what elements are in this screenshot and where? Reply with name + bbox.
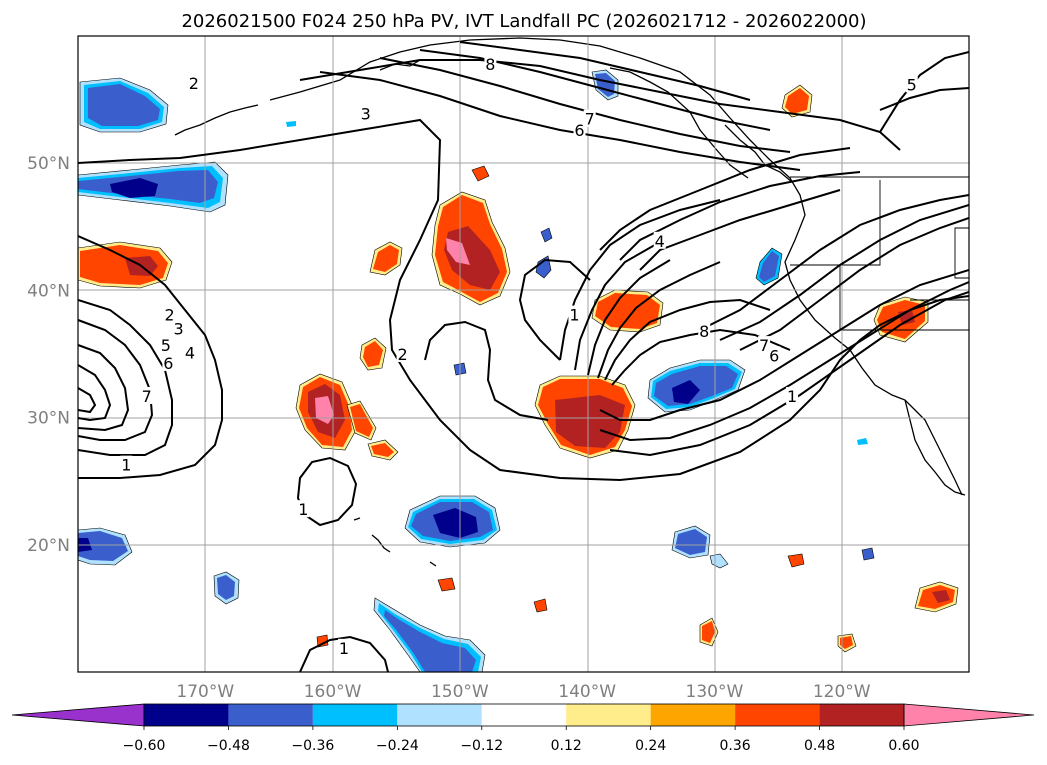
contour-label-bg xyxy=(768,346,781,364)
contour-label-bg xyxy=(583,109,596,127)
colorbar-tick-label: 0.48 xyxy=(804,738,835,754)
contour-label: 5 xyxy=(907,75,917,94)
contour-label-bg xyxy=(163,305,176,323)
colorbar-tick-label: 0.36 xyxy=(720,738,751,754)
contour-label: 6 xyxy=(163,354,173,373)
colorbar-tick-label: −0.48 xyxy=(207,738,250,754)
contour-label: 8 xyxy=(485,55,495,74)
contour-label: 5 xyxy=(161,336,171,355)
colorbar-swatch xyxy=(144,704,229,726)
contour-label: 2 xyxy=(397,345,407,364)
shade-positive-c30 xyxy=(534,375,636,459)
contour-label-bg xyxy=(698,322,711,340)
contour-label: 1 xyxy=(787,387,797,406)
shade-positive-w30 xyxy=(295,373,357,451)
shade-negative-e33 xyxy=(647,359,746,413)
y-tick-label: 20°N xyxy=(27,536,70,556)
shade-negative-nw xyxy=(79,77,169,133)
contour-label: 2 xyxy=(165,306,175,325)
contour-label: 1 xyxy=(339,639,349,658)
colorbar-tick-label: −0.60 xyxy=(123,738,166,754)
contour-label: 2 xyxy=(189,74,199,93)
colorbar-swatch xyxy=(650,704,736,726)
map-frame xyxy=(77,35,970,673)
colorbar-frame xyxy=(143,703,905,727)
colorbar-tick-label: 0.24 xyxy=(635,738,666,754)
x-tick-label: 160°W xyxy=(304,682,362,702)
contour-label-bg xyxy=(184,343,197,361)
contour-label-bg xyxy=(573,121,586,139)
colorbar-swatch xyxy=(819,704,904,726)
contour-label-bg xyxy=(396,345,409,362)
y-axis-ticks: 20°N 30°N 40°N 50°N xyxy=(27,154,70,556)
contour-label-bg xyxy=(162,353,175,371)
contour-label: 4 xyxy=(185,344,195,363)
shade-negative-s13 xyxy=(373,597,486,672)
contour-label: 3 xyxy=(361,105,371,124)
contour-label: 7 xyxy=(759,336,769,355)
contour-label: 7 xyxy=(142,387,152,406)
colorbar-swatch xyxy=(566,704,651,726)
contour-label: 1 xyxy=(298,500,308,519)
x-tick-label: 170°W xyxy=(176,682,234,702)
contour-label: 6 xyxy=(769,346,779,365)
graticule xyxy=(78,36,969,672)
contour-label-bg xyxy=(484,54,497,72)
contour-label: 7 xyxy=(585,110,595,129)
figure-title: 2026021500 F024 250 hPa PV, IVT Landfall… xyxy=(181,11,866,32)
shade-positive-w43 xyxy=(78,241,173,289)
contour-label-bg xyxy=(338,638,351,656)
contour-label-bg xyxy=(187,74,200,92)
contour-label-bg xyxy=(359,104,372,122)
colorbar-extend-high xyxy=(903,703,1035,727)
contour-label-bg xyxy=(653,231,666,249)
shade-negative-w50 xyxy=(78,161,229,213)
colorbar-extend-low xyxy=(11,703,145,727)
x-tick-label: 130°W xyxy=(686,682,744,702)
x-tick-label: 140°W xyxy=(558,682,616,702)
colorbar-swatch xyxy=(481,704,567,726)
y-tick-label: 40°N xyxy=(27,281,70,301)
colorbar-swatch xyxy=(228,704,313,726)
colorbar: −0.60 −0.48 −0.36 −0.24 −0.12 0.12 0.24 0.36 0.4… xyxy=(11,703,1035,754)
colorbar-swatch xyxy=(397,704,482,726)
x-tick-label: 150°W xyxy=(431,682,489,702)
shade-negative-c22 xyxy=(404,495,501,548)
contour-label-bg xyxy=(568,305,581,323)
contour-label: 1 xyxy=(569,306,579,325)
colorbar-tick-label: 0.60 xyxy=(888,738,919,754)
contour-label-bg xyxy=(905,75,918,93)
x-axis-ticks: 170°W 160°W 150°W 140°W 130°W 120°W xyxy=(176,682,870,702)
contour-label-bg xyxy=(758,336,771,354)
contour-label-bg xyxy=(120,455,133,473)
contour-label: 4 xyxy=(655,232,665,251)
colorbar-swatch xyxy=(735,704,820,726)
colorbar-tick-label: −0.24 xyxy=(376,738,419,754)
contour-label: 3 xyxy=(173,320,183,339)
contour-label-bg xyxy=(172,319,185,337)
contour-label-bg xyxy=(297,500,310,518)
colorbar-tick-label: 0.12 xyxy=(551,738,582,754)
shade-positive-c42 xyxy=(431,191,511,306)
y-tick-label: 30°N xyxy=(27,409,70,429)
contour-label: 8 xyxy=(699,322,709,341)
contour-label: 6 xyxy=(574,121,584,140)
contour-label-bg xyxy=(159,336,172,354)
pv-contours xyxy=(78,41,969,672)
colorbar-tick-label: −0.36 xyxy=(291,738,334,754)
contour-label: 1 xyxy=(121,456,131,475)
y-tick-label: 50°N xyxy=(27,154,70,174)
contour-label-bg xyxy=(140,386,153,404)
contour-label-bg xyxy=(786,386,799,404)
x-tick-label: 120°W xyxy=(813,682,871,702)
colorbar-tick-label: −0.12 xyxy=(460,738,503,754)
map-background xyxy=(78,36,969,672)
colorbar-swatch xyxy=(312,704,398,726)
